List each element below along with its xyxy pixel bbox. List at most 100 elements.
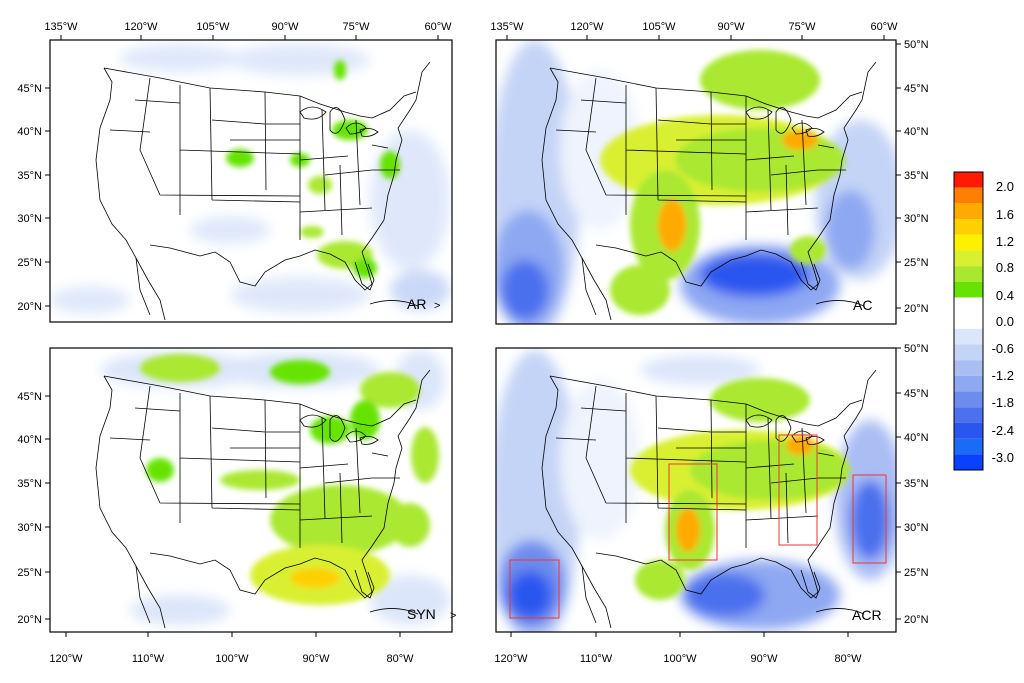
lat-tick-label: 35°N bbox=[17, 478, 42, 490]
colorbar-label: 1.6 bbox=[996, 207, 1014, 222]
field-acr bbox=[496, 348, 896, 632]
map-panel-acr: 120°W 110°W 100°W 90°W 80°W 50°N 45°N 40°N 35°N 3… bbox=[494, 343, 928, 665]
lat-tick-label: 30°N bbox=[904, 213, 929, 225]
colorbar-swatch bbox=[954, 422, 983, 439]
colorbar-swatch bbox=[954, 219, 983, 235]
lat-tick-label: 50°N bbox=[904, 39, 929, 51]
lon-tick-label: 120°W bbox=[49, 653, 83, 665]
panel-label-acr: ACR bbox=[852, 607, 882, 623]
lat-tick-label: 35°N bbox=[904, 478, 929, 490]
colorbar-swatch bbox=[954, 203, 983, 220]
colorbar-label: 0.8 bbox=[996, 260, 1014, 275]
colorbar-label: -1.2 bbox=[992, 368, 1014, 383]
lon-tick-label: 120°W bbox=[124, 21, 158, 33]
colorbar-label: 2.0 bbox=[996, 179, 1014, 194]
lon-tick-label: 90°W bbox=[750, 653, 778, 665]
lon-tick-label: 75°W bbox=[342, 21, 370, 33]
colorbar-swatch bbox=[954, 281, 983, 298]
colorbar-label: 0.0 bbox=[996, 314, 1014, 329]
panel-label-syn: SYN bbox=[407, 606, 436, 622]
lat-tick-label: 25°N bbox=[17, 567, 42, 579]
lon-tick-label: 105°W bbox=[642, 21, 676, 33]
lon-tick-label: 110°W bbox=[132, 653, 165, 665]
ticks-syn: 120°W 110°W 100°W 90°W 80°W 45°N 40°N 35°N 30°N 2… bbox=[17, 391, 414, 665]
lat-tick-label: 20°N bbox=[17, 614, 42, 626]
colorbar-swatch bbox=[954, 187, 983, 204]
lon-tick-label: 120°W bbox=[570, 21, 604, 33]
svg-text:>: > bbox=[450, 610, 456, 622]
lon-tick-label: 75°W bbox=[788, 21, 816, 33]
lat-tick-label: 20°N bbox=[904, 303, 929, 315]
lon-tick-label: 100°W bbox=[215, 653, 249, 665]
ticks-ar: 135°W 120°W 105°W 90°W 75°W 60°W 45°N 40°N 35°N 3… bbox=[17, 21, 452, 313]
lon-tick-label: 60°W bbox=[424, 21, 452, 33]
colorbar-swatch bbox=[954, 344, 983, 361]
lon-tick-label: 90°W bbox=[717, 21, 745, 33]
colorbar-swatch bbox=[954, 234, 983, 251]
colorbar-swatch bbox=[954, 454, 983, 470]
colorbar-swatch bbox=[954, 360, 983, 376]
colorbar-swatch bbox=[954, 297, 983, 314]
box-southern-plains bbox=[668, 463, 718, 561]
lat-tick-label: 40°N bbox=[17, 434, 42, 446]
colorbar-label: -0.6 bbox=[992, 341, 1014, 356]
lat-tick-label: 30°N bbox=[17, 522, 42, 534]
colorbar-swatch bbox=[954, 438, 983, 455]
lat-tick-label: 25°N bbox=[904, 567, 929, 579]
lon-tick-label: 135°W bbox=[490, 21, 524, 33]
colorbar-swatch bbox=[954, 391, 983, 408]
lat-tick-label: 35°N bbox=[904, 170, 929, 182]
lat-tick-label: 30°N bbox=[904, 522, 929, 534]
lon-tick-label: 120°W bbox=[494, 653, 528, 665]
colorbar-swatch bbox=[954, 328, 983, 345]
lat-tick-label: 40°N bbox=[17, 126, 42, 138]
lat-tick-label: 30°N bbox=[17, 213, 42, 225]
lon-tick-label: 105°W bbox=[196, 21, 230, 33]
lat-tick-label: 25°N bbox=[904, 257, 929, 269]
field-syn bbox=[50, 348, 452, 632]
panel-label-ar: AR bbox=[407, 296, 426, 312]
colorbar-label: -1.8 bbox=[992, 395, 1014, 410]
colorbar-label: 1.2 bbox=[996, 234, 1014, 249]
lat-tick-label: 40°N bbox=[904, 126, 929, 138]
field-ac bbox=[496, 40, 896, 324]
panel-label-ac: AC bbox=[853, 297, 872, 313]
lat-tick-label: 35°N bbox=[17, 170, 42, 182]
lat-tick-label: 20°N bbox=[17, 301, 42, 313]
colorbar-swatch bbox=[954, 266, 983, 282]
map-panel-syn: 120°W 110°W 100°W 90°W 80°W 45°N 40°N 35°N 30°N 2… bbox=[17, 347, 456, 665]
lat-tick-label: 45°N bbox=[17, 83, 42, 95]
map-panel-ac: 135°W 120°W 105°W 90°W 75°W 60°W 50°N 45°N 40°N 3… bbox=[490, 21, 929, 325]
lat-tick-label: 45°N bbox=[904, 83, 929, 95]
box-atlantic bbox=[852, 474, 887, 564]
colorbar-swatch bbox=[954, 250, 983, 267]
lat-tick-label: 45°N bbox=[904, 388, 929, 400]
lon-tick-label: 90°W bbox=[271, 21, 299, 33]
colorbar-swatch bbox=[954, 407, 983, 423]
svg-text:>: > bbox=[434, 300, 440, 312]
field-ar bbox=[50, 40, 452, 322]
lat-tick-label: 20°N bbox=[904, 614, 929, 626]
colorbar-frame bbox=[953, 171, 984, 471]
colorbar-label: -3.0 bbox=[992, 450, 1014, 465]
lat-tick-label: 50°N bbox=[904, 343, 929, 355]
colorbar: 2.0 1.6 1.2 0.8 0.4 0.0 -0.6 -1.2 -1.8 -2.4 -3.0 bbox=[953, 171, 1014, 471]
colorbar-swatch bbox=[954, 313, 983, 329]
lat-tick-label: 40°N bbox=[904, 432, 929, 444]
ticks-acr: 120°W 110°W 100°W 90°W 80°W 50°N 45°N 40°N 35°N 3… bbox=[494, 343, 928, 665]
lat-tick-label: 45°N bbox=[17, 391, 42, 403]
lon-tick-label: 135°W bbox=[44, 21, 78, 33]
lon-tick-label: 60°W bbox=[870, 21, 898, 33]
box-ohio-valley bbox=[778, 434, 818, 546]
box-pacific bbox=[509, 559, 560, 619]
lon-tick-label: 100°W bbox=[663, 653, 697, 665]
analysis-boxes bbox=[509, 434, 887, 619]
lon-tick-label: 80°W bbox=[834, 653, 862, 665]
ticks-ac: 135°W 120°W 105°W 90°W 75°W 60°W 50°N 45°N 40°N 3… bbox=[490, 21, 928, 315]
colorbar-label: 0.4 bbox=[996, 288, 1014, 303]
lon-tick-label: 90°W bbox=[302, 653, 330, 665]
lon-tick-label: 80°W bbox=[386, 653, 414, 665]
lon-tick-label: 110°W bbox=[580, 653, 613, 665]
lat-tick-label: 25°N bbox=[17, 257, 42, 269]
